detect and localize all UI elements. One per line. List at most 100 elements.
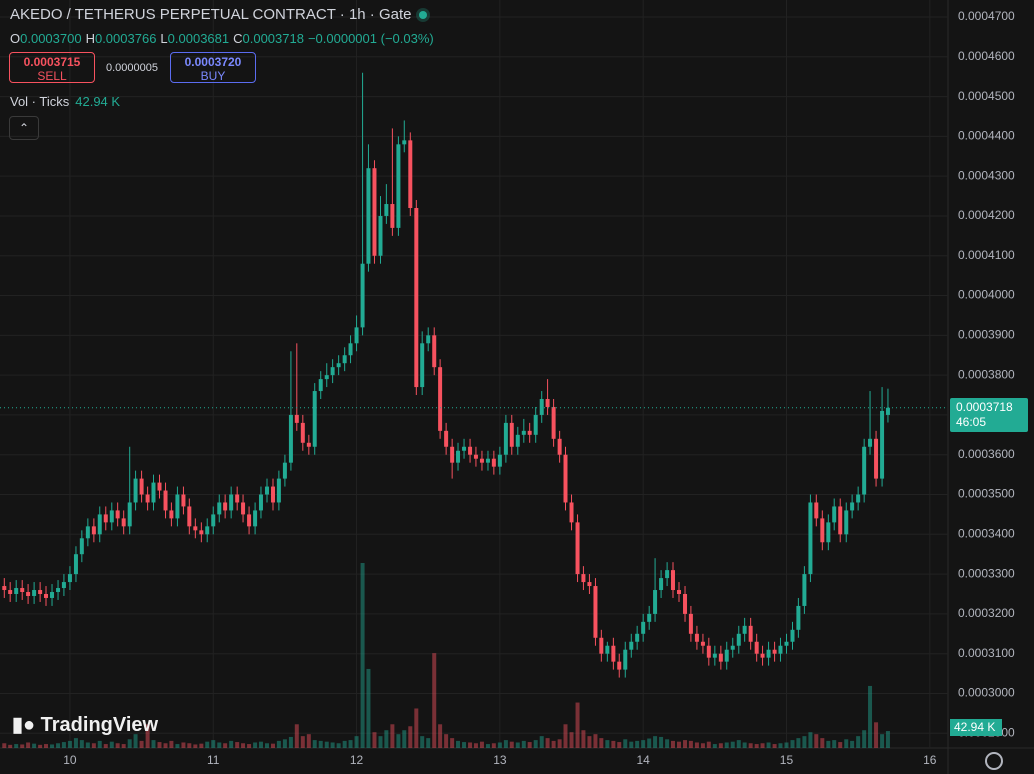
volume-bar: [563, 724, 568, 748]
candle-body: [557, 438, 562, 455]
collapse-button[interactable]: ⌃: [9, 116, 39, 140]
candle-body: [545, 399, 550, 407]
volume-bar: [838, 742, 843, 748]
candle-body: [336, 363, 341, 368]
candle-body: [778, 645, 783, 654]
volume-bar: [312, 740, 317, 748]
candle-body: [587, 582, 592, 587]
volume-bar: [396, 734, 401, 748]
candle-body: [426, 335, 431, 344]
candle-body: [85, 526, 90, 539]
candle-body: [521, 430, 526, 435]
volume-bar: [868, 685, 873, 748]
volume-bar: [551, 740, 556, 748]
volume-bar: [32, 743, 37, 748]
candle-body: [139, 478, 144, 495]
candle-body: [133, 478, 138, 503]
volume-bar: [462, 742, 467, 748]
candle-body: [181, 494, 186, 507]
candle-body: [175, 494, 180, 519]
candle-body: [808, 502, 813, 575]
candle-body: [390, 204, 395, 228]
volume-bar: [61, 742, 66, 748]
ohlc-legend: O0.0003700 H0.0003766 L0.0003681 C0.0003718…: [10, 31, 438, 46]
volume-bar: [414, 708, 419, 748]
candle-body: [199, 530, 204, 535]
buy-label: BUY: [200, 69, 226, 83]
settings-button[interactable]: [985, 752, 1003, 770]
candle-body: [91, 526, 96, 535]
volume-bar: [44, 744, 49, 748]
candle-body: [32, 590, 37, 596]
volume-bar: [115, 743, 120, 748]
y-tick-label: 0.0003100: [958, 646, 1015, 660]
candle-body: [342, 355, 347, 364]
candle-body: [683, 593, 688, 614]
candle-body: [850, 502, 855, 511]
candle-body: [396, 144, 401, 228]
candle-body: [211, 514, 216, 527]
candle-body: [121, 518, 126, 527]
candle-body: [2, 586, 7, 591]
volume-bar: [730, 741, 735, 748]
candle-body: [856, 494, 861, 503]
volume-bar: [175, 744, 180, 748]
candle-body: [462, 446, 467, 451]
candle-body: [193, 526, 198, 531]
volume-bar: [688, 740, 693, 748]
y-tick-label: 0.0004600: [958, 49, 1015, 63]
volume-bar: [151, 740, 156, 748]
volume-bar: [844, 739, 849, 748]
candle-body: [408, 140, 413, 209]
candle-body: [67, 574, 72, 583]
candle-body: [360, 263, 365, 328]
candle-body: [868, 438, 873, 447]
ohlc-key: O: [10, 31, 21, 46]
candle-body: [348, 343, 353, 356]
y-tick-label: 0.0003600: [958, 447, 1015, 461]
volume-bar: [235, 742, 240, 748]
volume-bar: [670, 740, 675, 748]
candle-body: [258, 494, 263, 511]
sell-button[interactable]: 0.0003715 SELL: [9, 52, 95, 83]
volume-bar: [330, 742, 335, 748]
candle-body: [593, 586, 598, 638]
candle-body: [115, 510, 120, 519]
volume-bar: [450, 738, 455, 748]
volume-bar: [97, 740, 102, 748]
volume-bar: [444, 734, 449, 748]
volume-bar: [324, 741, 329, 748]
volume-bar: [456, 740, 461, 748]
candle-body: [438, 367, 443, 431]
candle-body: [677, 590, 682, 594]
candle-body: [503, 422, 508, 455]
candle-body: [611, 645, 616, 662]
candle-body: [157, 482, 162, 491]
candle-body: [271, 486, 276, 503]
x-tick-label: 14: [636, 753, 650, 767]
volume-bar: [706, 741, 711, 748]
volume-bar: [802, 736, 807, 748]
candle-body: [414, 208, 419, 388]
logo[interactable]: ▮● TradingView: [12, 712, 158, 737]
candle-body: [802, 574, 807, 606]
candle-body: [814, 502, 819, 519]
candle-body: [61, 582, 66, 589]
candle-body: [533, 414, 538, 435]
volume-bar: [109, 741, 114, 748]
volume-bar: [545, 738, 550, 748]
volume-bar: [264, 743, 269, 748]
title: AKEDO / TETHERUS PERPETUAL CONTRACT · 1h…: [10, 6, 412, 23]
buy-button[interactable]: 0.0003720 BUY: [170, 52, 256, 83]
volume-bar: [241, 743, 246, 748]
volume-bar: [491, 743, 496, 748]
candle-body: [742, 625, 747, 634]
volume-bar: [665, 739, 670, 748]
x-tick-label: 13: [493, 753, 507, 767]
ohlc-key: C: [233, 31, 243, 46]
candle-body: [432, 335, 437, 368]
symbol-title[interactable]: AKEDO / TETHERUS PERPETUAL CONTRACT · 1h…: [10, 6, 428, 23]
volume-bar: [659, 736, 664, 748]
candle-body: [575, 522, 580, 575]
